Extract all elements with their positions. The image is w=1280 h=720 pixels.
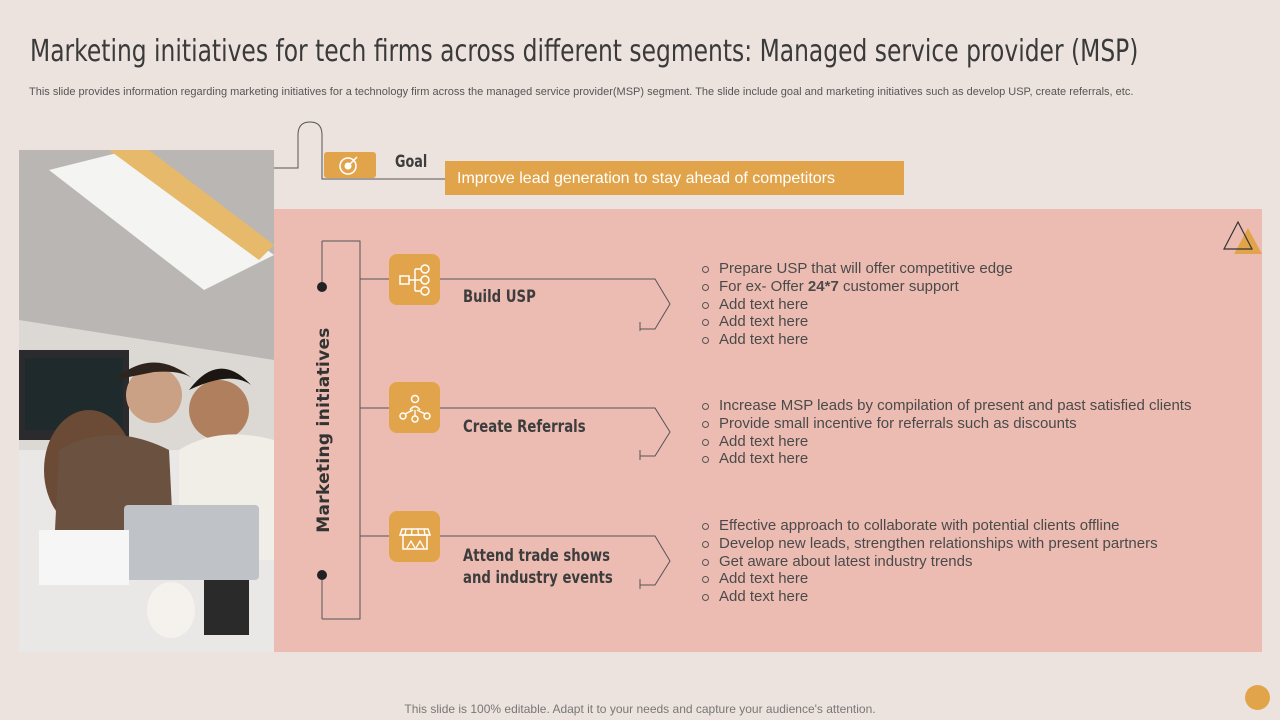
goal-text: Improve lead generation to stay ahead of… xyxy=(445,161,904,195)
timeline-dot-bottom xyxy=(317,570,327,580)
list-item: Add text here xyxy=(700,331,1013,349)
list-item: Add text here xyxy=(700,450,1191,468)
trade-shows-icon-box xyxy=(389,511,440,562)
slide-title: Marketing initiatives for tech firms acr… xyxy=(30,34,1139,69)
list-item: Increase MSP leads by compilation of pre… xyxy=(700,397,1191,415)
create-referrals-icon-box xyxy=(389,382,440,433)
list-item: For ex- Offer 24*7 customer support xyxy=(700,278,1013,296)
trade-shows-title: Attend trade shows and industry events xyxy=(463,545,613,589)
trade-shows-bullets: Effective approach to collaborate with p… xyxy=(700,517,1158,606)
footer-note: This slide is 100% editable. Adapt it to… xyxy=(404,702,876,716)
flowchart-icon xyxy=(398,263,430,296)
build-usp-title: Build USP xyxy=(463,287,536,307)
timeline-dot-top xyxy=(317,282,327,292)
storefront-icon xyxy=(398,527,431,550)
network-people-icon xyxy=(398,394,431,423)
create-referrals-title: Create Referrals xyxy=(463,417,586,437)
list-item: Add text here xyxy=(700,570,1158,588)
trade-shows-title-line2: and industry events xyxy=(463,568,613,588)
list-item: Add text here xyxy=(700,296,1013,314)
marketing-initiatives-label: Marketing initiatives xyxy=(314,327,334,533)
list-item: Provide small incentive for referrals su… xyxy=(700,415,1191,433)
list-item: Get aware about latest industry trends xyxy=(700,553,1158,571)
build-usp-icon-box xyxy=(389,254,440,305)
corner-dot xyxy=(1245,685,1270,710)
create-referrals-bullets: Increase MSP leads by compilation of pre… xyxy=(700,397,1191,468)
office-photo xyxy=(19,150,274,652)
list-item: Prepare USP that will offer competitive … xyxy=(700,260,1013,278)
list-item: Effective approach to collaborate with p… xyxy=(700,517,1158,535)
list-item: Add text here xyxy=(700,588,1158,606)
goal-icon-tab xyxy=(324,152,376,178)
slide-subtitle: This slide provides information regardin… xyxy=(29,86,1134,98)
trade-shows-title-line1: Attend trade shows xyxy=(463,546,610,566)
goal-label: Goal xyxy=(395,152,428,172)
target-icon xyxy=(339,156,358,175)
list-item: Add text here xyxy=(700,433,1191,451)
build-usp-bullets: Prepare USP that will offer competitive … xyxy=(700,260,1013,349)
list-item: Develop new leads, strengthen relationsh… xyxy=(700,535,1158,553)
list-item: Add text here xyxy=(700,313,1013,331)
